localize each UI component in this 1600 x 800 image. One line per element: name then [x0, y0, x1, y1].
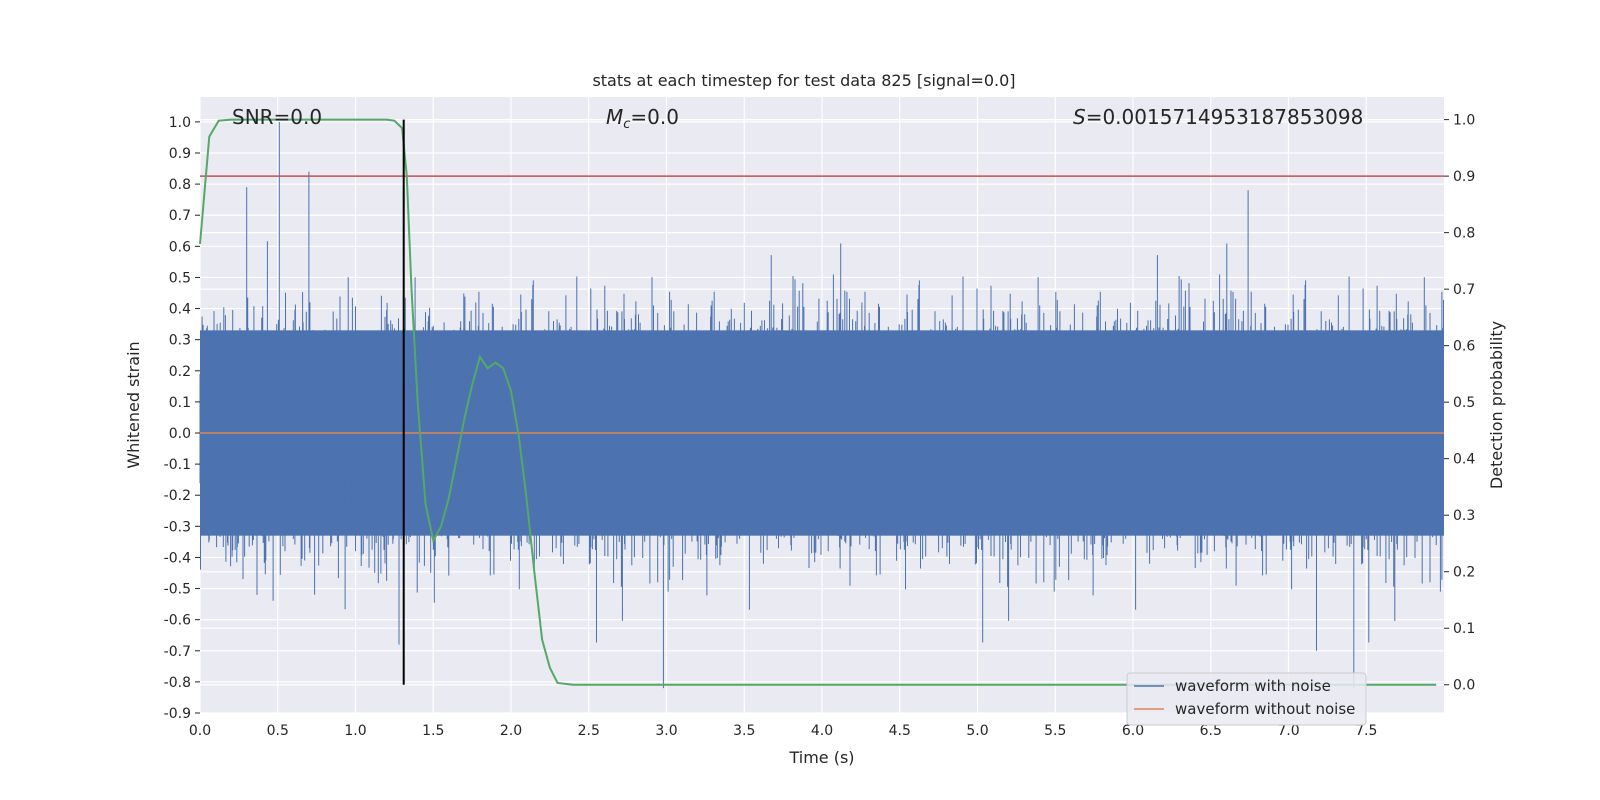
mc-value: =0.0	[630, 105, 679, 129]
y-tick-label: 0.2	[169, 364, 191, 380]
x-tick-label: 2.0	[500, 723, 522, 739]
y-tick-label: 0.7	[169, 208, 191, 224]
y-tick-label: 1.0	[169, 115, 191, 131]
y-tick-label: -0.3	[164, 519, 191, 535]
y-tick-label: 0.9	[169, 146, 191, 162]
y2-tick-label: 1.0	[1453, 113, 1475, 129]
x-tick-label: 6.0	[1122, 723, 1144, 739]
y-tick-label: -0.9	[164, 706, 191, 722]
y-tick-label: -0.6	[164, 613, 191, 629]
y2-axis-label: Detection probability	[1487, 321, 1506, 489]
y-axis-label: Whitened strain	[124, 341, 143, 468]
x-tick-label: 6.5	[1200, 723, 1222, 739]
y2-tick-label: 0.1	[1453, 621, 1475, 637]
y2-tick-label: 0.3	[1453, 508, 1475, 524]
mc-annotation: Mc=0.0	[606, 105, 679, 132]
y-tick-label: 0.6	[169, 239, 191, 255]
y-tick-label: -0.1	[164, 457, 191, 473]
x-tick-label: 1.5	[422, 723, 444, 739]
s-value: =0.0015714953187853098	[1086, 105, 1364, 129]
y-tick-label: 0.5	[169, 270, 191, 286]
x-tick-label: 3.0	[655, 723, 677, 739]
y-tick-label: 0.1	[169, 395, 191, 411]
x-tick-label: 4.0	[811, 723, 833, 739]
y-tick-label: -0.2	[164, 488, 191, 504]
series-lines	[199, 118, 1444, 686]
y-tick-label: 0.3	[169, 333, 191, 349]
y2-tick-label: 0.8	[1453, 226, 1475, 242]
x-tick-label: 5.5	[1044, 723, 1066, 739]
detection-probability-line	[199, 118, 1437, 686]
x-tick-label: 4.5	[889, 723, 911, 739]
x-tick-label: 0.0	[189, 723, 211, 739]
legend-label-waveform-with-noise: waveform with noise	[1175, 677, 1331, 695]
noise-trace	[199, 121, 1444, 689]
x-tick-label: 3.5	[733, 723, 755, 739]
y-tick-label: -0.7	[164, 644, 191, 660]
y-tick-label: -0.8	[164, 675, 191, 691]
y-tick-label: 0.0	[169, 426, 191, 442]
mc-subscript: c	[623, 117, 630, 132]
s-annotation: S=0.0015714953187853098	[1073, 105, 1363, 129]
y-tick-label: -0.5	[164, 582, 191, 598]
chart-title: stats at each timestep for test data 825…	[592, 71, 1015, 90]
x-tick-label: 7.0	[1277, 723, 1299, 739]
y2-tick-label: 0.4	[1453, 452, 1475, 468]
legend-label-waveform-without-noise: waveform without noise	[1175, 700, 1355, 718]
y2-tick-label: 0.5	[1453, 395, 1475, 411]
x-tick-label: 1.0	[344, 723, 366, 739]
y-tick-label: 0.4	[169, 302, 191, 318]
y2-tick-label: 0.7	[1453, 282, 1475, 298]
legend: waveform with noise waveform without noi…	[1126, 672, 1367, 726]
x-axis-label: Time (s)	[788, 748, 854, 767]
y2-tick-label: 0.6	[1453, 339, 1475, 355]
y2-tick-label: 0.2	[1453, 565, 1475, 581]
y-tick-label: 0.8	[169, 177, 191, 193]
axes: 0.0 0.5 1.0 1.5 2.0 2.5 3.0 3.5 4.0 4.5 5.0 5.5 6.0 6…	[164, 113, 1476, 739]
snr-annotation: SNR=0.0	[232, 105, 322, 129]
x-tick-label: 2.5	[578, 723, 600, 739]
y2-tick-label: 0.0	[1453, 678, 1475, 694]
legend-box	[1126, 672, 1367, 726]
y2-tick-label: 0.9	[1453, 169, 1475, 185]
x-tick-label: 0.5	[267, 723, 289, 739]
y-tick-label: -0.4	[164, 550, 191, 566]
s-symbol: S	[1073, 105, 1086, 129]
mc-symbol: M	[606, 105, 623, 129]
x-tick-label: 5.0	[966, 723, 988, 739]
x-tick-label: 7.5	[1355, 723, 1377, 739]
